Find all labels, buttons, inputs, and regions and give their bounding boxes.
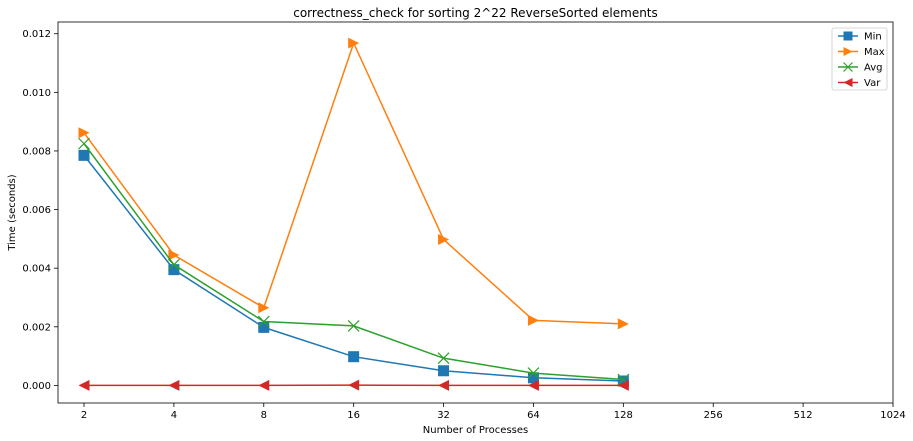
data-point-var [78,379,90,391]
data-point-min [348,351,360,363]
series-line-max [83,41,624,325]
x-tick-label: 512 [794,410,813,421]
legend-box [831,27,888,91]
data-point-avg [527,367,540,380]
legend-marker-var [843,78,853,87]
series-avg [78,137,630,386]
y-tick-label: 0.002 [22,322,51,333]
y-tick-label: 0.004 [22,264,51,275]
legend-item-min: Min [838,31,882,43]
legend-marker-avg [843,62,853,72]
x-tick-label: 256 [704,410,723,421]
legend-label-var: Var [864,78,881,89]
data-point-max [348,37,360,49]
legend-item-max: Max [838,47,885,58]
data-point-max [258,302,270,314]
legend-item-var: Var [838,78,881,89]
data-point-avg [257,315,270,328]
x-axis: 2 4 8 16 32 64 128 256 512 1024 [81,403,906,421]
y-axis: 0.000 0.002 0.004 0.006 0.008 0.010 0.012 [22,29,58,392]
y-tick-label: 0.012 [22,29,51,40]
x-tick-label: 8 [261,410,267,421]
x-tick-label: 64 [527,410,540,421]
x-tick-label: 4 [171,410,177,421]
y-tick-label: 0.006 [22,205,51,216]
data-point-min [438,365,450,377]
data-point-var [527,379,539,391]
data-point-var [348,379,360,391]
x-tick-label: 32 [437,410,450,421]
series-layer [78,37,630,391]
data-point-max [617,318,629,330]
chart-title: correctness_check for sorting 2^22 Rever… [293,6,658,20]
series-max [78,37,629,330]
x-axis-label: Number of Processes [423,425,528,436]
legend: Min Max Avg Var [831,27,888,91]
y-tick-label: 0.000 [22,381,51,392]
y-axis-label: Time (seconds) [7,174,18,251]
legend-label-max: Max [864,47,885,58]
data-point-min [78,149,90,161]
data-point-avg [347,319,360,332]
data-point-avg [78,137,90,150]
legend-marker-max [843,47,853,56]
series-line-min [83,154,624,382]
data-point-avg [437,352,450,365]
data-point-min [258,321,270,333]
data-point-min [617,375,629,387]
data-point-max [168,249,180,261]
data-point-var [168,379,180,391]
x-tick-label: 1024 [880,410,905,421]
plot-frame [57,21,894,404]
data-point-var [438,379,450,391]
legend-label-min: Min [864,32,882,43]
data-point-max [527,314,539,326]
data-point-var [617,379,629,391]
legend-marker-min [843,31,853,41]
x-tick-label: 2 [81,410,87,421]
y-tick-label: 0.008 [22,146,51,157]
data-point-min [527,372,539,384]
data-point-min [168,264,180,276]
data-point-max [438,233,450,245]
data-point-var [258,379,270,391]
y-tick-label: 0.010 [22,88,51,99]
legend-item-avg: Avg [838,62,883,74]
data-point-max [78,127,90,139]
series-line-avg [83,143,624,381]
series-var [78,379,629,391]
legend-label-avg: Avg [864,63,883,74]
x-tick-label: 128 [614,410,633,421]
x-tick-label: 16 [347,410,360,421]
series-min [78,149,629,387]
data-point-avg [167,258,180,271]
